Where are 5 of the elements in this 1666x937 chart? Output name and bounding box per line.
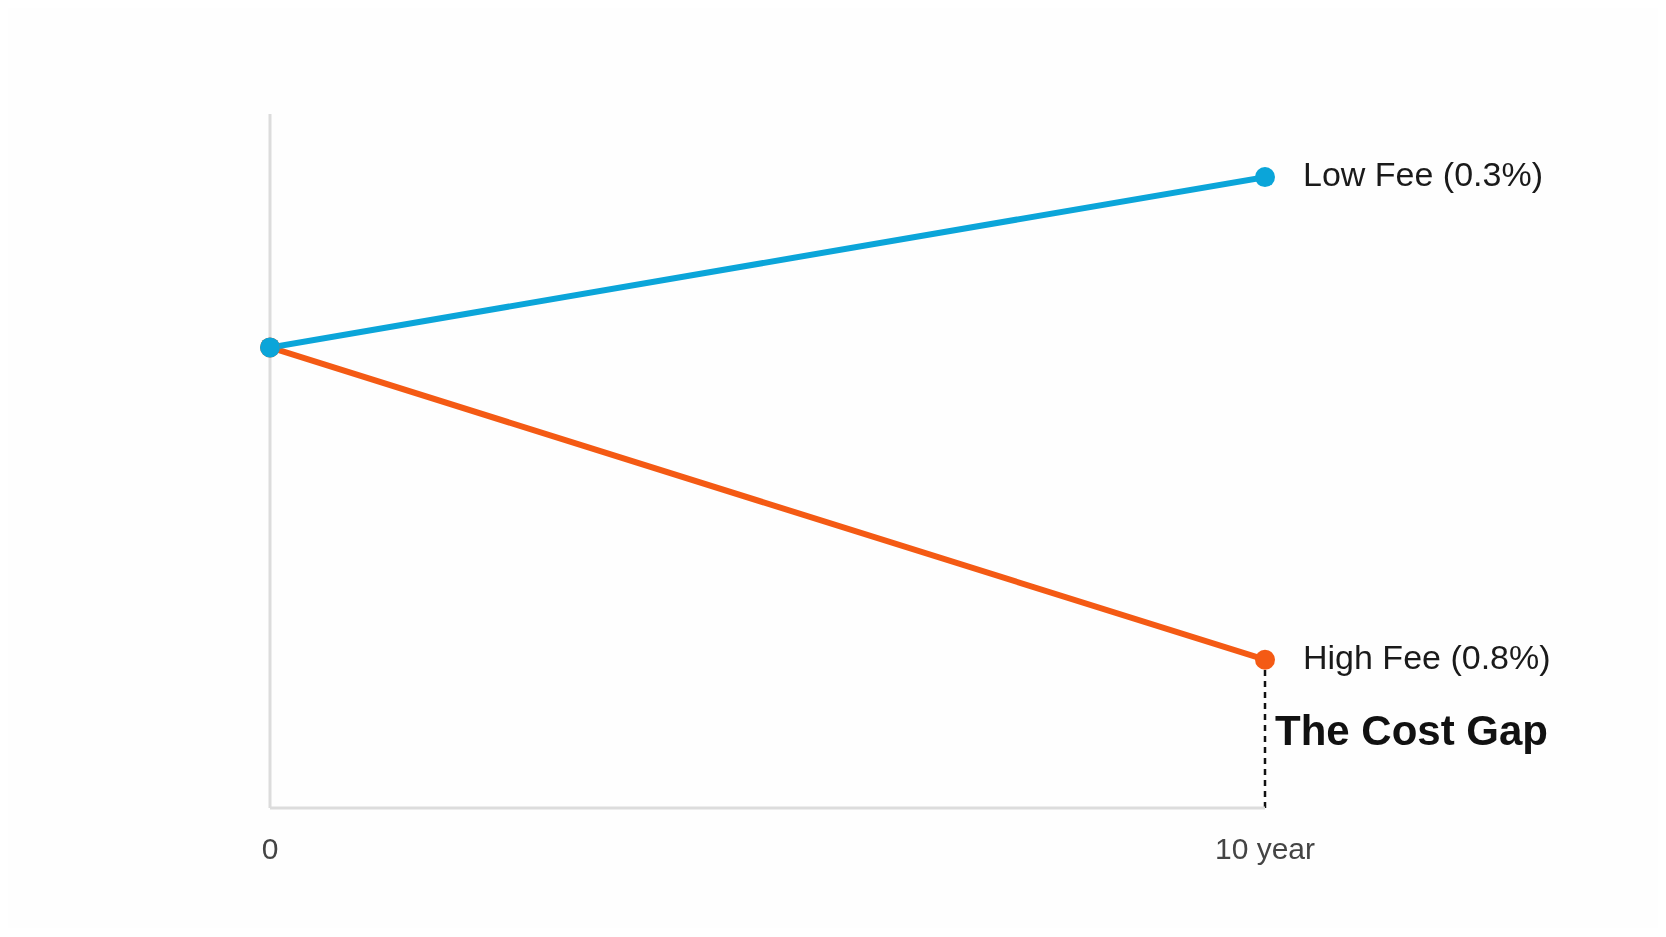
x-tick-label: 0 bbox=[261, 832, 279, 866]
ref-line-label: The Cost Gap bbox=[1275, 706, 1549, 754]
x-tick-label: 10 year bbox=[1214, 832, 1316, 866]
series-label: High Fee (0.8%) bbox=[1303, 637, 1551, 676]
series-label: Low Fee (0.3%) bbox=[1303, 155, 1543, 194]
